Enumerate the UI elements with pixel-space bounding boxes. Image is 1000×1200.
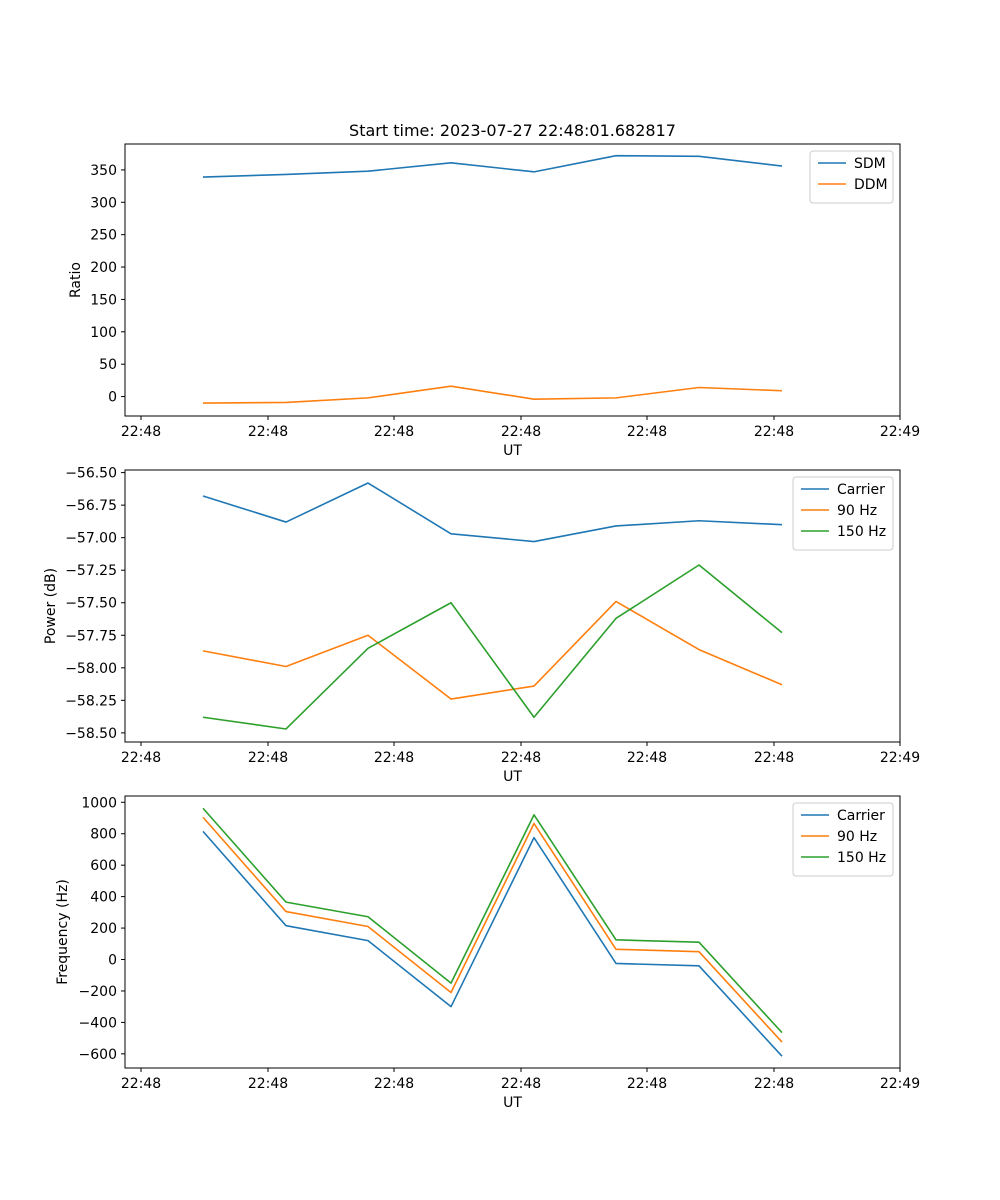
- y-tick-label: −400: [79, 1015, 117, 1031]
- y-tick-label: −57.25: [65, 563, 117, 579]
- series-line-90-hz: [202, 816, 783, 1043]
- legend-label: 90 Hz: [837, 829, 877, 845]
- y-tick-label: 0: [108, 390, 117, 406]
- series-line-carrier: [202, 482, 783, 543]
- legend: Carrier 90 Hz 150 Hz: [792, 802, 894, 877]
- x-axis-label: UT: [503, 769, 522, 785]
- legend-label: 150 Hz: [837, 850, 886, 866]
- y-tick-label: 150: [90, 292, 117, 308]
- subplot-3: 22:48 22:48 22:48 22:48 22:48 22:48 22:49 UT −60…: [55, 795, 920, 1111]
- x-tick-label: 22:48: [121, 424, 161, 440]
- x-tick-label: 22:48: [374, 1076, 414, 1092]
- y-tick-label: 0: [108, 953, 117, 969]
- y-tick-label: −57.50: [65, 596, 117, 612]
- subplot-1: Start time: 2023-07-27 22:48:01.682817 22…: [68, 121, 920, 459]
- x-tick-label: 22:48: [121, 750, 161, 766]
- y-tick-label: 100: [90, 325, 117, 341]
- y-tick-label: 200: [90, 260, 117, 276]
- y-tick-label: −58.25: [65, 693, 117, 709]
- y-tick-label: 300: [90, 195, 117, 211]
- x-tick-label: 22:48: [754, 1076, 794, 1092]
- series-line-150-hz: [202, 807, 783, 1034]
- y-tick-label: 200: [90, 921, 117, 937]
- series-line-90-hz: [202, 600, 783, 700]
- chart-title: Start time: 2023-07-27 22:48:01.682817: [349, 121, 676, 140]
- y-tick-label: 250: [90, 228, 117, 244]
- y-tick-label: 800: [90, 827, 117, 843]
- x-tick-label: 22:48: [248, 750, 288, 766]
- axes-frame: [124, 795, 901, 1069]
- legend-label: Carrier: [837, 482, 885, 498]
- y-tick-label: 350: [90, 163, 117, 179]
- y-axis-label: Ratio: [68, 262, 84, 298]
- x-tick-label: 22:49: [880, 1076, 920, 1092]
- x-tick-label: 22:48: [501, 424, 541, 440]
- legend-label: 90 Hz: [837, 503, 877, 519]
- y-tick-label: 400: [90, 890, 117, 906]
- x-tick-label: 22:48: [754, 750, 794, 766]
- axes-frame: [124, 469, 901, 743]
- subplot-2: 22:48 22:48 22:48 22:48 22:48 22:48 22:49 UT −58…: [43, 466, 920, 785]
- y-axis-label: Power (dB): [43, 568, 59, 644]
- legend-box: [809, 150, 894, 204]
- series-line-carrier: [202, 830, 783, 1057]
- series-line-ddm: [202, 385, 783, 404]
- x-axis-label: UT: [503, 1095, 522, 1111]
- y-tick-label: −58.00: [65, 661, 117, 677]
- legend: SDM DDM: [809, 150, 894, 204]
- y-tick-label: −57.00: [65, 531, 117, 547]
- legend-label: Carrier: [837, 808, 885, 824]
- x-tick-label: 22:48: [754, 424, 794, 440]
- y-tick-label: 600: [90, 858, 117, 874]
- y-tick-label: −56.50: [65, 466, 117, 482]
- legend: Carrier 90 Hz 150 Hz: [792, 476, 894, 551]
- x-tick-label: 22:48: [121, 1076, 161, 1092]
- x-tick-label: 22:49: [880, 424, 920, 440]
- y-tick-label: −58.50: [65, 726, 117, 742]
- x-tick-label: 22:48: [248, 424, 288, 440]
- y-tick-label: 1000: [81, 795, 117, 811]
- legend-label: SDM: [854, 156, 886, 172]
- series-line-sdm: [202, 154, 783, 178]
- x-tick-label: 22:48: [501, 1076, 541, 1092]
- y-tick-label: −57.75: [65, 628, 117, 644]
- x-tick-label: 22:48: [501, 750, 541, 766]
- legend-label: 150 Hz: [837, 524, 886, 540]
- x-tick-label: 22:48: [627, 1076, 667, 1092]
- x-tick-label: 22:48: [374, 424, 414, 440]
- axes-frame: [124, 143, 901, 417]
- x-tick-label: 22:48: [627, 750, 667, 766]
- x-tick-label: 22:48: [374, 750, 414, 766]
- y-tick-label: −56.75: [65, 498, 117, 514]
- x-tick-label: 22:48: [627, 424, 667, 440]
- legend-label: DDM: [854, 177, 888, 193]
- x-tick-label: 22:49: [880, 750, 920, 766]
- series-line-150-hz: [202, 564, 783, 730]
- x-tick-label: 22:48: [248, 1076, 288, 1092]
- y-axis-label: Frequency (Hz): [55, 879, 71, 985]
- y-tick-label: −600: [79, 1047, 117, 1063]
- y-tick-label: −200: [79, 984, 117, 1000]
- y-tick-label: 50: [99, 357, 117, 373]
- x-axis-label: UT: [503, 443, 522, 459]
